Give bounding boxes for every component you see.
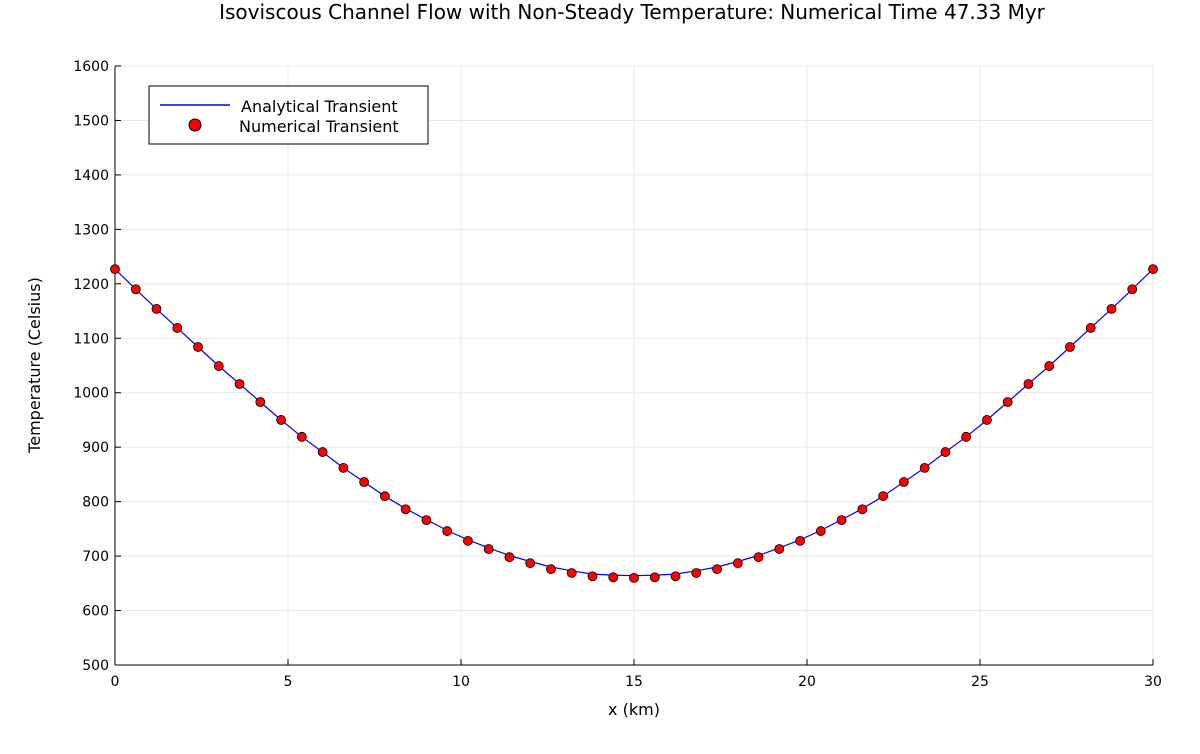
numerical-transient-point xyxy=(400,504,411,515)
series xyxy=(110,264,1158,583)
numerical-transient-point xyxy=(1044,361,1055,371)
numerical-transient-point xyxy=(753,552,764,563)
x-tick-label: 5 xyxy=(284,674,293,690)
x-tick-label: 10 xyxy=(452,674,470,690)
y-tick-label: 1300 xyxy=(73,222,109,238)
numerical-transient-point xyxy=(421,515,432,526)
numerical-transient-point xyxy=(504,552,515,563)
x-tick-label: 0 xyxy=(111,674,120,690)
numerical-transient-point xyxy=(566,568,577,578)
numerical-transient-point xyxy=(317,447,328,457)
y-axis-label: Temperature (Celsius) xyxy=(25,277,44,454)
numerical-transient-point xyxy=(255,397,266,407)
numerical-transient-point xyxy=(898,477,909,487)
numerical-transient-point xyxy=(234,379,245,389)
y-tick-label: 1100 xyxy=(73,331,109,347)
numerical-transient-point xyxy=(857,504,868,515)
legend-point-marker xyxy=(188,118,202,132)
x-tick-label: 30 xyxy=(1144,674,1162,690)
legend-box xyxy=(148,85,429,145)
numerical-transient-point xyxy=(213,361,224,371)
numerical-transient-point xyxy=(878,491,889,502)
numerical-transient-point xyxy=(961,431,972,442)
legend: Analytical Transient Numerical Transient xyxy=(148,85,429,145)
x-tick-label: 25 xyxy=(971,674,989,690)
numerical-transient-point xyxy=(732,558,743,569)
legend-label-numerical: Numerical Transient xyxy=(239,117,399,136)
numerical-transient-point xyxy=(982,415,992,425)
numerical-transient-point xyxy=(172,323,183,333)
numerical-transient-point xyxy=(1148,264,1158,275)
numerical-transient-point xyxy=(110,264,120,275)
numerical-transient-point xyxy=(608,572,619,583)
numerical-transient-point xyxy=(649,572,660,583)
numerical-transient-point xyxy=(296,431,307,442)
x-tick-label: 20 xyxy=(798,674,816,690)
x-axis-label: x (km) xyxy=(608,700,660,719)
numerical-transient-point xyxy=(276,415,286,425)
numerical-transient-point xyxy=(712,564,722,575)
numerical-transient-point xyxy=(193,342,203,352)
numerical-transient-point xyxy=(483,544,494,554)
numerical-transient-point xyxy=(774,544,785,554)
numerical-transient-point xyxy=(1002,397,1013,407)
legend-label-analytical: Analytical Transient xyxy=(241,97,398,116)
y-tick-label: 800 xyxy=(82,495,109,511)
y-tick-label: 1500 xyxy=(73,113,109,129)
numerical-transient-point xyxy=(1106,303,1117,314)
numerical-transient-point xyxy=(629,572,639,583)
numerical-transient-point xyxy=(691,568,702,578)
numerical-transient-point xyxy=(815,526,826,536)
numerical-transient-point xyxy=(151,303,162,314)
chart-title: Isoviscous Channel Flow with Non-Steady … xyxy=(219,0,1046,24)
y-tick-label: 1200 xyxy=(73,277,109,293)
numerical-transient-point xyxy=(525,558,536,569)
numerical-transient-point xyxy=(359,477,370,487)
numerical-transient-point xyxy=(795,535,805,546)
numerical-transient-point xyxy=(1085,323,1096,333)
numerical-transient-point xyxy=(379,491,390,502)
numerical-transient-point xyxy=(442,526,453,536)
grid xyxy=(114,65,1154,666)
y-tick-label: 500 xyxy=(82,658,109,674)
numerical-transient-point xyxy=(940,447,951,457)
x-tick-label: 15 xyxy=(625,674,643,690)
numerical-transient-point xyxy=(836,515,847,526)
y-tick-label: 900 xyxy=(82,440,109,456)
y-tick-label: 700 xyxy=(82,549,109,565)
numerical-transient-point xyxy=(670,571,681,582)
numerical-transient-point xyxy=(587,571,598,582)
y-tick-label: 600 xyxy=(82,604,109,620)
y-tick-label: 1400 xyxy=(73,168,109,184)
numerical-transient-point xyxy=(338,462,349,473)
numerical-transient-point xyxy=(1127,284,1138,295)
numerical-transient-point xyxy=(1065,342,1075,352)
numerical-transient-point xyxy=(1023,379,1034,389)
numerical-transient-point xyxy=(130,284,141,295)
numerical-transient-point xyxy=(919,462,930,473)
y-tick-label: 1600 xyxy=(73,59,109,75)
numerical-transient-point xyxy=(463,535,473,546)
y-tick-label: 1000 xyxy=(73,386,109,402)
axes: 0 5 10 15 20 25 30 500 600 700 800 900 1000 1100 1200 1… xyxy=(73,59,1162,690)
numerical-transient-point xyxy=(546,564,556,575)
